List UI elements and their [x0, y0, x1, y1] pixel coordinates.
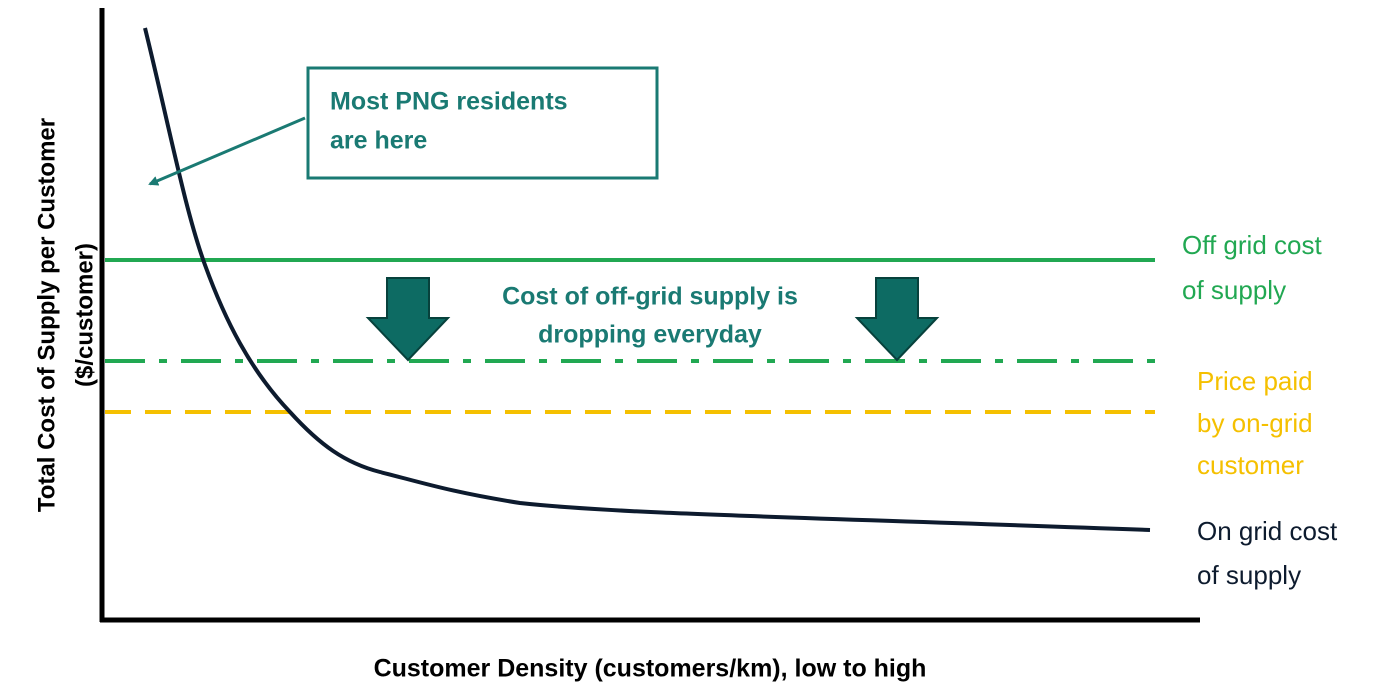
down-arrow	[854, 277, 940, 362]
series-label: Off grid cost	[1182, 230, 1322, 260]
y-axis-label: Total Cost of Supply per Customer	[33, 118, 60, 512]
callout-text: Most PNG residents	[330, 88, 568, 116]
series-label: of supply	[1182, 275, 1286, 305]
on-grid-cost-curve	[143, 27, 1151, 532]
callout-text: are here	[330, 127, 427, 155]
down-arrow	[365, 277, 451, 362]
trend-note: dropping everyday	[538, 321, 762, 349]
callout-box	[306, 66, 659, 180]
series-label: Price paid	[1197, 366, 1313, 396]
series-label: of supply	[1197, 560, 1301, 590]
y-axis-label: ($/customer)	[71, 243, 98, 387]
series-label: customer	[1197, 450, 1304, 480]
x-axis-label: Customer Density (customers/km), low to …	[374, 655, 927, 683]
trend-note: Cost of off-grid supply is	[502, 283, 798, 311]
series-label: On grid cost	[1197, 516, 1338, 546]
series-label: by on-grid	[1197, 408, 1313, 438]
callout-arrow	[148, 116, 306, 186]
